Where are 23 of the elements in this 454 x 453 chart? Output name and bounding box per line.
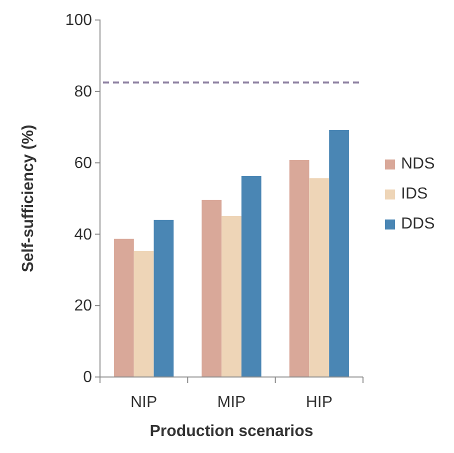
legend-label: IDS <box>401 186 428 202</box>
bar <box>114 238 134 377</box>
bar <box>202 200 222 377</box>
y-tick-label: 20 <box>74 298 92 315</box>
bar <box>154 220 174 377</box>
bar <box>241 176 262 377</box>
bar <box>309 178 330 377</box>
legend-label: NDS <box>401 156 435 172</box>
y-tick-label: 80 <box>74 84 92 101</box>
x-axis-title: Production scenarios <box>150 423 314 440</box>
bar <box>289 160 310 377</box>
x-tick-label: HIP <box>306 394 333 411</box>
y-tick-label: 0 <box>83 369 92 386</box>
y-tick-label: 40 <box>74 226 92 244</box>
y-tick-label: 100 <box>65 12 92 30</box>
x-tick-label: MIP <box>217 394 246 411</box>
bar <box>222 216 242 377</box>
bar <box>134 250 154 377</box>
bar <box>329 130 349 377</box>
legend-label: DDS <box>401 216 435 232</box>
x-tick-label: NIP <box>130 394 158 411</box>
y-tick-label: 60 <box>74 154 92 172</box>
y-axis-title: Self-sufficiency (%) <box>20 124 37 272</box>
